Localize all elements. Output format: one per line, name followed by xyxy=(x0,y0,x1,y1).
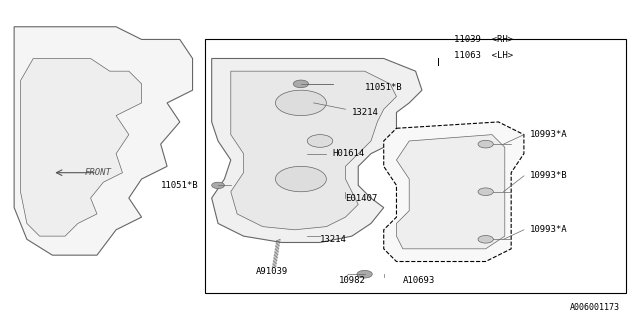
Polygon shape xyxy=(231,71,396,230)
Text: A91039: A91039 xyxy=(256,267,289,276)
Circle shape xyxy=(293,80,308,88)
Text: A006001173: A006001173 xyxy=(570,303,620,312)
Text: 10982: 10982 xyxy=(339,276,366,285)
Polygon shape xyxy=(396,135,505,249)
Text: 11063  <LH>: 11063 <LH> xyxy=(454,51,513,60)
Text: A10693: A10693 xyxy=(403,276,435,285)
Polygon shape xyxy=(14,27,193,255)
Text: 10993*B: 10993*B xyxy=(531,172,568,180)
Text: 10993*A: 10993*A xyxy=(531,130,568,139)
Text: 11039  <RH>: 11039 <RH> xyxy=(454,35,513,44)
Circle shape xyxy=(212,182,225,188)
Text: 11051*B: 11051*B xyxy=(365,83,402,92)
Polygon shape xyxy=(384,122,524,261)
Circle shape xyxy=(307,135,333,147)
Circle shape xyxy=(478,236,493,243)
Text: 13214: 13214 xyxy=(352,108,379,117)
Bar xyxy=(205,39,626,293)
Text: E01407: E01407 xyxy=(346,194,378,203)
Circle shape xyxy=(357,270,372,278)
Polygon shape xyxy=(20,59,141,236)
Circle shape xyxy=(478,140,493,148)
Text: 11051*B: 11051*B xyxy=(161,181,198,190)
Text: 13214: 13214 xyxy=(320,235,347,244)
Text: H01614: H01614 xyxy=(333,149,365,158)
Circle shape xyxy=(275,90,326,116)
Circle shape xyxy=(275,166,326,192)
Text: FRONT: FRONT xyxy=(84,168,111,177)
Text: 10993*A: 10993*A xyxy=(531,225,568,234)
Polygon shape xyxy=(212,59,422,243)
Circle shape xyxy=(478,188,493,196)
